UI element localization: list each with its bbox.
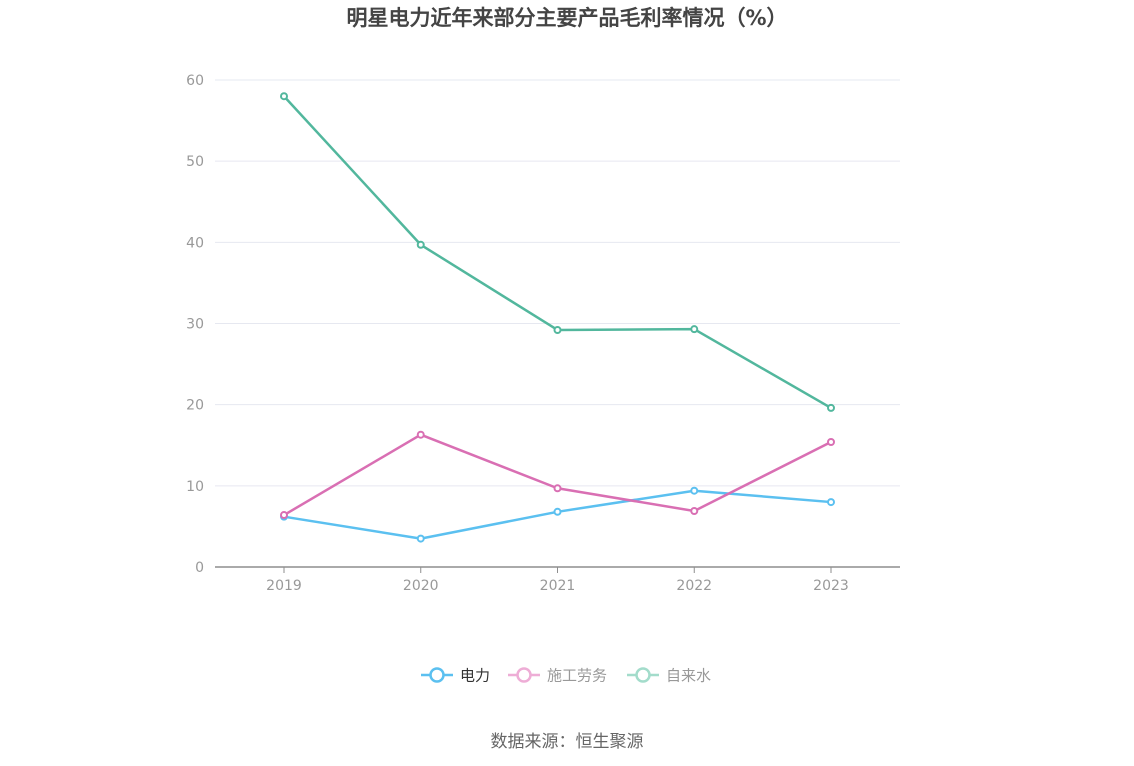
y-tick-label: 60 bbox=[186, 73, 204, 89]
data-point[interactable] bbox=[827, 498, 835, 507]
data-point[interactable] bbox=[280, 511, 288, 520]
x-tick-label: 2019 bbox=[266, 578, 302, 594]
series-group bbox=[280, 92, 835, 412]
series-line bbox=[282, 433, 833, 517]
data-point[interactable] bbox=[553, 484, 562, 493]
data-point[interactable] bbox=[416, 430, 425, 439]
legend-label: 自来水 bbox=[666, 667, 711, 685]
legend-item[interactable]: 施工劳务 bbox=[508, 667, 607, 685]
data-point[interactable] bbox=[827, 403, 835, 412]
chart-title: 明星电力近年来部分主要产品毛利率情况（%） bbox=[346, 6, 787, 30]
data-point[interactable] bbox=[280, 92, 288, 101]
legend-marker-icon bbox=[429, 667, 445, 683]
x-tick-label: 2023 bbox=[813, 578, 849, 594]
y-tick-label: 30 bbox=[186, 317, 204, 333]
data-point[interactable] bbox=[416, 240, 425, 249]
y-tick-label: 10 bbox=[186, 479, 204, 495]
series-line bbox=[282, 94, 833, 410]
x-tick-label: 2021 bbox=[540, 578, 576, 594]
x-tick-label: 2020 bbox=[403, 578, 439, 594]
data-point[interactable] bbox=[690, 486, 699, 495]
data-point[interactable] bbox=[553, 325, 562, 334]
y-tick-label: 20 bbox=[186, 398, 204, 414]
legend-marker-icon bbox=[516, 667, 532, 683]
legend: 电力 施工劳务 自来水 bbox=[421, 667, 711, 685]
series-layer bbox=[280, 92, 835, 543]
data-point[interactable] bbox=[690, 325, 699, 334]
legend-label: 电力 bbox=[460, 667, 490, 685]
data-point[interactable] bbox=[690, 506, 699, 515]
y-tick-label: 40 bbox=[186, 235, 204, 251]
series-group bbox=[280, 486, 835, 543]
y-tick-label: 50 bbox=[186, 154, 204, 170]
y-tick-label: 0 bbox=[195, 560, 204, 576]
data-point[interactable] bbox=[416, 534, 425, 543]
legend-item[interactable]: 电力 bbox=[421, 667, 490, 685]
x-axis-ticks: 2019 2020 2021 2022 2023 bbox=[266, 567, 849, 594]
data-point[interactable] bbox=[553, 507, 562, 516]
legend-marker-icon bbox=[635, 667, 651, 683]
legend-label: 施工劳务 bbox=[547, 667, 607, 685]
series-group bbox=[280, 430, 835, 520]
y-axis-ticks: 0 10 20 30 40 50 60 bbox=[186, 73, 204, 576]
x-tick-label: 2022 bbox=[676, 578, 712, 594]
grid bbox=[215, 79, 900, 487]
source-text: 数据来源：恒生聚源 bbox=[491, 732, 644, 752]
legend-item[interactable]: 自来水 bbox=[627, 667, 711, 685]
data-point[interactable] bbox=[827, 438, 835, 447]
